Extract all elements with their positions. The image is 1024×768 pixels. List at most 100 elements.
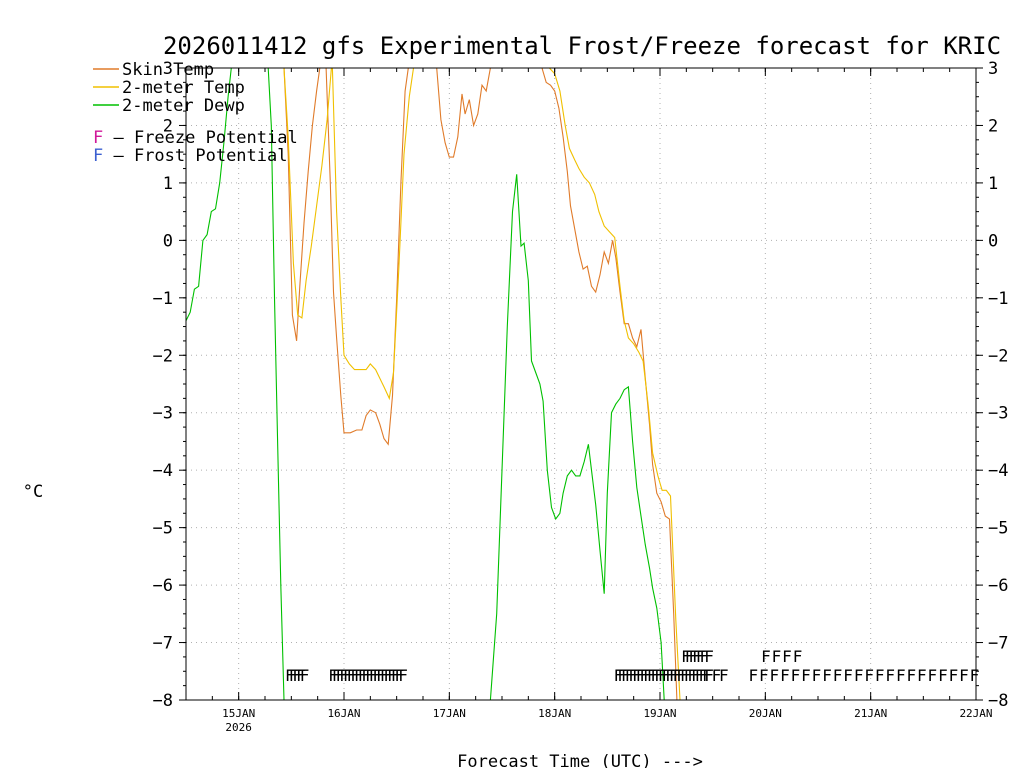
y-tick-label-left: −5: [153, 519, 173, 539]
y-tick-label-right: −8: [988, 691, 1008, 711]
freeze-flag: F: [665, 666, 675, 685]
y-tick-label-left: −1: [153, 289, 173, 309]
freeze-flag: F: [336, 666, 346, 685]
freeze-flag: F: [833, 666, 843, 685]
freeze-flag: F: [376, 666, 386, 685]
freeze-flag: F: [719, 666, 729, 685]
x-tick-label: 22JAN: [959, 707, 992, 720]
freeze-flag: F: [369, 666, 379, 685]
x-axis-label: Forecast Time (UTC) --->: [457, 752, 703, 768]
freeze-flag: F: [854, 666, 864, 685]
frost-flag: F: [793, 647, 803, 666]
freeze-flag: F: [885, 666, 895, 685]
freeze-letter: F: [93, 128, 103, 148]
plot-frame: [185, 67, 977, 701]
freeze-flag: F: [812, 666, 822, 685]
freeze-flag: F: [636, 666, 646, 685]
legend-freeze-potential: F – Freeze Potential: [93, 128, 298, 148]
freeze-flag: F: [292, 666, 302, 685]
freeze-flag: F: [684, 666, 694, 685]
x-tick-label: 18JAN: [538, 707, 571, 720]
freeze-flag: F: [791, 666, 801, 685]
freeze-flag: F: [625, 666, 635, 685]
y-tick-label-right: −1: [988, 289, 1008, 309]
frost-flag: F: [772, 647, 782, 666]
freeze-flag: F: [289, 666, 299, 685]
freeze-flag: F: [928, 666, 938, 685]
freeze-flag: F: [949, 666, 959, 685]
legend: Skin Temp 2-meter Temp 2-meter Dewp F – …: [93, 60, 298, 166]
freeze-flag: F: [691, 666, 701, 685]
freeze-flag: F: [361, 666, 371, 685]
freeze-flag: F: [801, 666, 811, 685]
freeze-flag: F: [614, 666, 624, 685]
freeze-flag: F: [332, 666, 342, 685]
freeze-flag: F: [391, 666, 401, 685]
gridlines: [186, 68, 976, 700]
frost-flag: F: [688, 647, 698, 666]
y-tick-label-left: −8: [153, 691, 173, 711]
freeze-flag: F: [970, 666, 980, 685]
y-tick-label-right: 0: [988, 231, 998, 251]
freeze-flag: F: [350, 666, 360, 685]
freeze-flag: F: [843, 666, 853, 685]
frost-flag: F: [696, 647, 706, 666]
frost-flag: F: [685, 647, 695, 666]
freeze-flag: F: [662, 666, 672, 685]
series-skin-temp: [283, 68, 678, 700]
freeze-flag: F: [296, 666, 306, 685]
freeze-flag: F: [339, 666, 349, 685]
freeze-flag: F: [285, 666, 295, 685]
freeze-flag: F: [698, 666, 708, 685]
freeze-flag: F: [654, 666, 664, 685]
frost-flag: F: [700, 647, 710, 666]
freeze-flag: F: [822, 666, 832, 685]
freeze-flag: F: [780, 666, 790, 685]
freeze-flag: F: [365, 666, 375, 685]
frost-flag: F: [692, 647, 702, 666]
freeze-flag: F: [372, 666, 382, 685]
freeze-flag: F: [759, 666, 769, 685]
freeze-flag: F: [358, 666, 368, 685]
freeze-text: – Freeze Potential: [103, 128, 297, 148]
y-tick-label-right: 1: [988, 174, 998, 194]
x-tick-sublabel: 2026: [225, 721, 252, 734]
y-tick-label-left: −2: [153, 346, 173, 366]
y-tick-label-left: 1: [163, 174, 173, 194]
freeze-flag: F: [328, 666, 338, 685]
x-tick-label: 19JAN: [643, 707, 676, 720]
series-layer: [186, 68, 681, 700]
freeze-flag: F: [343, 666, 353, 685]
y-tick-label-right: −4: [988, 461, 1008, 481]
y-tick-label-left: −6: [153, 576, 173, 596]
frost-text: – Frost Potential: [103, 146, 287, 166]
freeze-flag: F: [643, 666, 653, 685]
freeze-flag: F: [875, 666, 885, 685]
x-tick-label: 17JAN: [433, 707, 466, 720]
freeze-flag: F: [959, 666, 969, 685]
y-tick-label-left: 0: [163, 231, 173, 251]
y-tick-label-left: −7: [153, 634, 173, 654]
chart-title: 2026011412 gfs Experimental Frost/Freeze…: [163, 32, 1001, 60]
freeze-flag: F: [300, 666, 310, 685]
legend-label-skin: Skin Temp: [122, 60, 214, 80]
freeze-flag: F: [639, 666, 649, 685]
x-tick-label: 20JAN: [749, 707, 782, 720]
series-2-meter-dewp: [186, 68, 665, 700]
freeze-flag: F: [680, 666, 690, 685]
freeze-flag: F: [748, 666, 758, 685]
freeze-flag: F: [695, 666, 705, 685]
legend-label-t2m: 2-meter Temp: [122, 78, 245, 98]
x-tick-label: 21JAN: [854, 707, 887, 720]
freeze-flag: F: [896, 666, 906, 685]
y-tick-label-left: 3: [163, 59, 173, 79]
y-axis-label: °C: [23, 482, 43, 502]
freeze-flag: F: [917, 666, 927, 685]
freeze-flag: F: [770, 666, 780, 685]
y-tick-label-right: 3: [988, 59, 998, 79]
frost-flag: F: [761, 647, 771, 666]
freeze-flag: F: [398, 666, 408, 685]
freeze-flag: F: [628, 666, 638, 685]
freeze-flag: F: [704, 666, 714, 685]
